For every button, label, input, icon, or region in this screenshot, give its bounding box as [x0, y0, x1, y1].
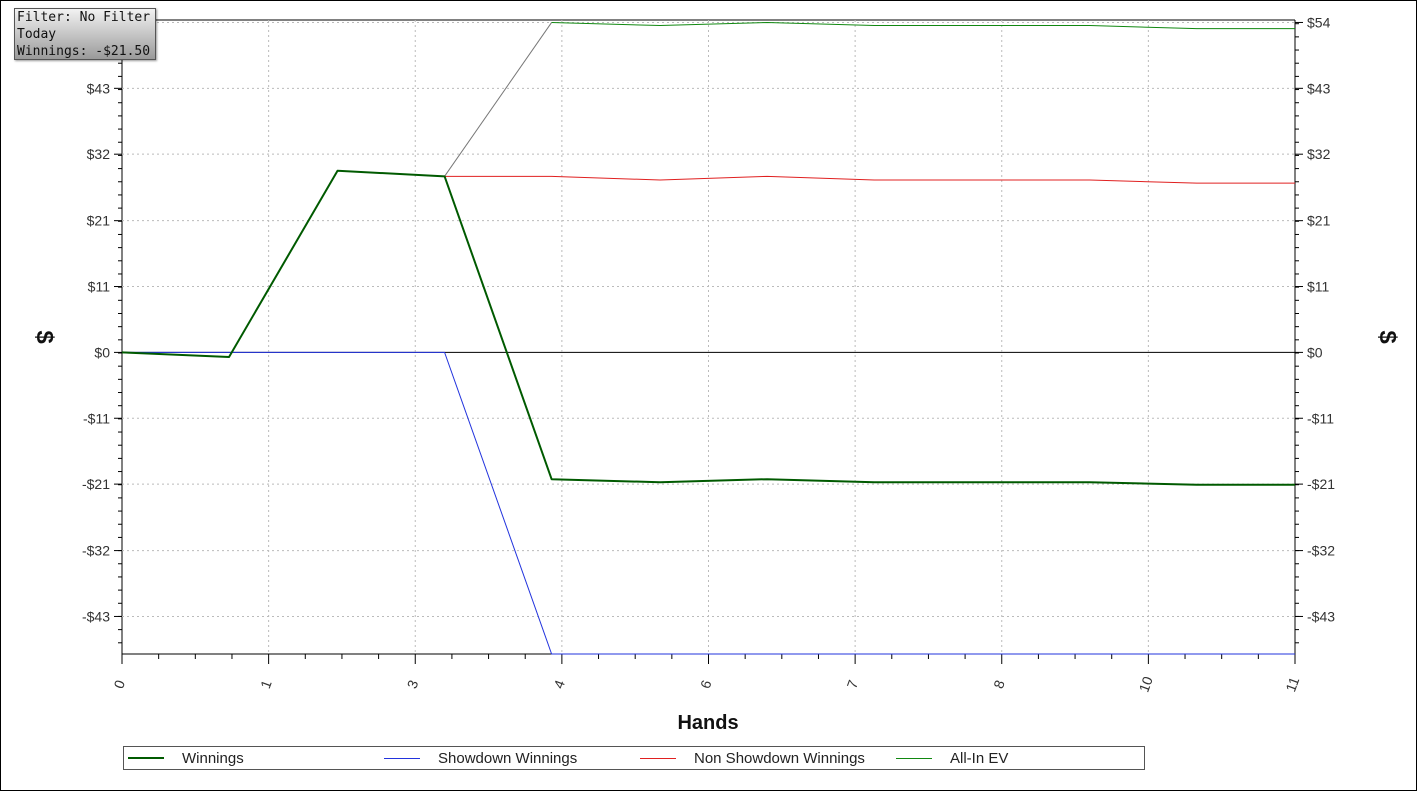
- legend-label: Non Showdown Winnings: [694, 749, 865, 767]
- legend-item-all-in-ev: All-In EV: [896, 747, 1008, 769]
- x-tick-label: 8: [990, 678, 1008, 691]
- y-tick-label-left: -$43: [82, 608, 110, 624]
- y-tick-label-left: $11: [88, 279, 111, 295]
- x-tick-label: 3: [404, 678, 422, 691]
- x-tick-label: 7: [844, 678, 862, 691]
- legend-item-showdown-winnings: Showdown Winnings: [384, 747, 577, 769]
- y-tick-label-left: -$32: [82, 543, 110, 559]
- y-tick-label-left: -$21: [82, 476, 110, 492]
- y-tick-label-left: -$11: [83, 410, 110, 426]
- ticks-layer: [114, 21, 1303, 664]
- x-tick-label: 11: [1282, 675, 1302, 694]
- legend-item-winnings: Winnings: [128, 747, 244, 769]
- series-line-all-in-ev: [551, 21, 1295, 30]
- legend-item-non-showdown-winnings: Non Showdown Winnings: [640, 747, 865, 769]
- legend-label: All-In EV: [950, 749, 1009, 767]
- legend-swatch: [640, 757, 676, 759]
- y-tick-label-right: $43: [1307, 80, 1331, 96]
- y-tick-label-left: $32: [87, 146, 111, 162]
- series-line-winnings: [121, 169, 1295, 486]
- x-tick-label: 4: [550, 678, 568, 691]
- x-tick-label: 6: [697, 678, 715, 691]
- series-line-non-showdown-winnings: [444, 175, 1295, 184]
- y-tick-label-right: $32: [1307, 146, 1331, 162]
- legend-swatch: [896, 757, 932, 759]
- y-tick-label-right: $21: [1307, 213, 1331, 229]
- period-text: Today: [17, 27, 57, 42]
- y-axis-title-right: $: [1374, 330, 1401, 344]
- y-tick-label-right: $11: [1307, 279, 1330, 295]
- y-tick-label-right: -$32: [1307, 543, 1335, 559]
- x-tick-label: 0: [110, 678, 128, 691]
- x-axis-title: Hands: [677, 712, 738, 734]
- legend-label: Winnings: [182, 749, 244, 767]
- grid-layer: [121, 19, 1296, 655]
- filter-info-box: Filter: No Filter Today Winnings: -$21.5…: [14, 8, 156, 60]
- y-tick-label-left: $0: [94, 344, 110, 360]
- y-tick-label-right: $54: [1307, 14, 1331, 30]
- x-tick-label: 1: [257, 678, 275, 691]
- x-tick-label: 10: [1135, 674, 1155, 694]
- legend-label: Showdown Winnings: [438, 749, 578, 767]
- y-tick-label-right: -$43: [1307, 608, 1335, 624]
- y-tick-label-right: -$11: [1307, 410, 1334, 426]
- filter-text: Filter: No Filter: [17, 10, 151, 25]
- series-layer: [121, 21, 1295, 655]
- y-tick-label-left: $21: [87, 213, 111, 229]
- y-axis-title-left: $: [31, 330, 58, 344]
- winnings-text: Winnings: -$21.50: [17, 44, 151, 59]
- chart-legend: Winnings Showdown Winnings Non Showdown Wi…: [123, 746, 1145, 770]
- ev-connector-line: [444, 22, 553, 177]
- legend-swatch: [384, 757, 420, 759]
- y-tick-label-right: -$21: [1307, 476, 1335, 492]
- series-line-showdown-winnings: [122, 351, 1295, 655]
- legend-swatch: [128, 757, 164, 759]
- y-tick-label-left: $43: [87, 80, 111, 96]
- y-tick-label-right: $0: [1307, 344, 1323, 360]
